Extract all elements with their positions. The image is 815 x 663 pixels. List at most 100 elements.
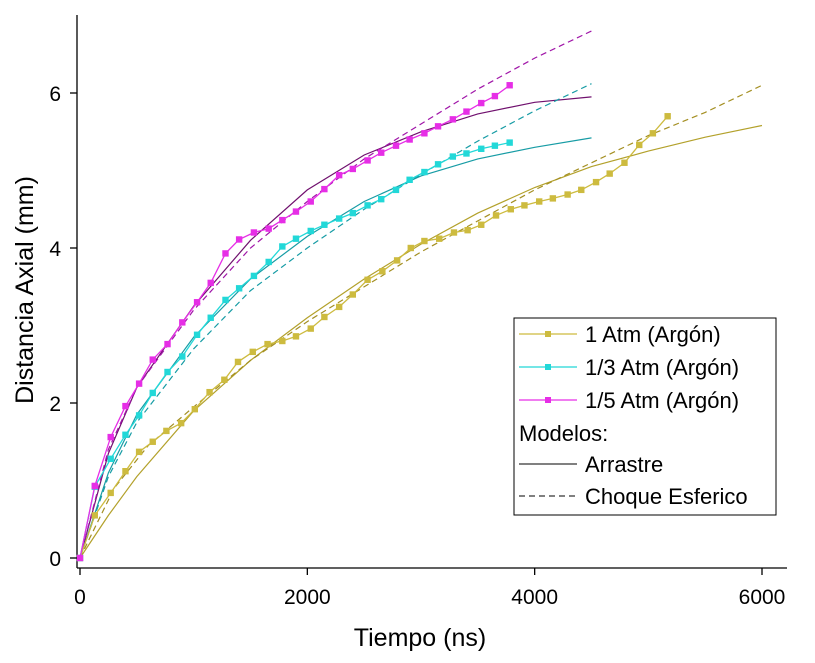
data-point [421, 237, 428, 245]
data-point [321, 221, 328, 228]
data-point [179, 319, 186, 326]
data-point [606, 170, 613, 177]
series-line [79, 84, 511, 559]
legend-marker-1-3atm [545, 364, 551, 370]
data-point [307, 325, 314, 332]
data-point [392, 186, 400, 194]
model-curve-arrastre [79, 96, 592, 559]
data-point [265, 225, 272, 232]
data-point [235, 285, 243, 292]
data-point [506, 139, 513, 146]
model-curve-choque-esferico [79, 30, 592, 559]
data-point [222, 250, 229, 257]
data-point [364, 202, 371, 209]
data-point [207, 279, 214, 287]
y-tick-label: 0 [49, 548, 61, 571]
data-point [393, 257, 401, 264]
data-point [521, 202, 528, 209]
y-tick-label: 4 [49, 238, 61, 261]
data-point [421, 130, 428, 137]
data-point [449, 116, 457, 123]
y-tick-label: 2 [49, 393, 61, 416]
data-point [149, 438, 156, 445]
data-point [664, 113, 671, 120]
data-point [406, 176, 413, 183]
data-point [335, 303, 343, 311]
legend-label-1-3atm: 1/3 Atm (Argón) [585, 355, 739, 380]
data-point [478, 145, 485, 152]
data-point [335, 215, 343, 222]
data-point [349, 291, 356, 298]
data-point [406, 136, 413, 143]
data-point [250, 229, 258, 236]
data-point [234, 358, 242, 366]
data-point [122, 431, 129, 438]
data-point [464, 226, 471, 234]
data-point [164, 340, 171, 348]
data-point [463, 150, 470, 157]
data-point [107, 489, 114, 497]
data-point [636, 141, 643, 149]
data-point [507, 206, 514, 213]
legend-header-modelos: Modelos: [519, 421, 608, 446]
legend-label-1-5atm: 1/5 Atm (Argón) [585, 388, 739, 413]
data-point [122, 468, 129, 475]
data-point [378, 149, 385, 156]
data-point [76, 554, 84, 562]
data-point [91, 482, 98, 490]
data-point [463, 108, 470, 115]
data-point [434, 123, 442, 130]
legend: 1 Atm (Argón) 1/3 Atm (Argón) 1/5 Atm (A… [513, 317, 777, 516]
data-point [193, 331, 201, 338]
data-point [536, 198, 543, 205]
data-point [649, 130, 657, 137]
data-point [491, 142, 499, 149]
data-point [179, 353, 186, 360]
x-tick-label: 6000 [739, 586, 786, 609]
data-point [449, 153, 457, 160]
legend-label-arrastre: Arrastre [585, 452, 663, 477]
data-point [264, 340, 271, 348]
data-point [321, 185, 328, 193]
x-tick-label: 0 [74, 586, 86, 609]
data-point [164, 368, 171, 376]
model-curve-arrastre [79, 124, 763, 559]
data-point [107, 433, 114, 441]
data-point [321, 313, 328, 321]
data-point [478, 99, 485, 107]
data-point [307, 198, 314, 205]
data-point [349, 165, 356, 173]
data-point [307, 227, 314, 235]
data-point [378, 195, 385, 203]
legend-marker-1-5atm [545, 397, 551, 403]
data-point [193, 299, 201, 306]
data-series [76, 82, 671, 562]
data-point [364, 276, 371, 283]
data-point [434, 161, 442, 168]
legend-marker-1atm [545, 331, 551, 337]
data-point [163, 427, 170, 435]
data-point [421, 168, 428, 176]
data-point [250, 272, 258, 280]
data-point [592, 178, 600, 186]
data-point [564, 191, 571, 198]
data-point [279, 243, 286, 250]
model-curve-choque-esferico [79, 83, 592, 559]
data-point [191, 406, 199, 413]
legend-label-choque-esferico: Choque Esferico [585, 484, 748, 509]
data-point [292, 333, 300, 340]
data-point [135, 380, 143, 387]
data-point [91, 512, 98, 519]
legend-label-1atm: 1 Atm (Argón) [585, 322, 721, 347]
data-point [621, 159, 628, 166]
series-line [79, 141, 510, 559]
data-point [492, 212, 500, 219]
data-point [122, 402, 129, 410]
data-point [292, 235, 300, 242]
legend-box [513, 317, 777, 516]
data-point [249, 348, 256, 356]
y-axis-title: Distancia Axial (mm) [11, 176, 39, 404]
data-point [407, 244, 414, 252]
data-point [222, 296, 229, 304]
